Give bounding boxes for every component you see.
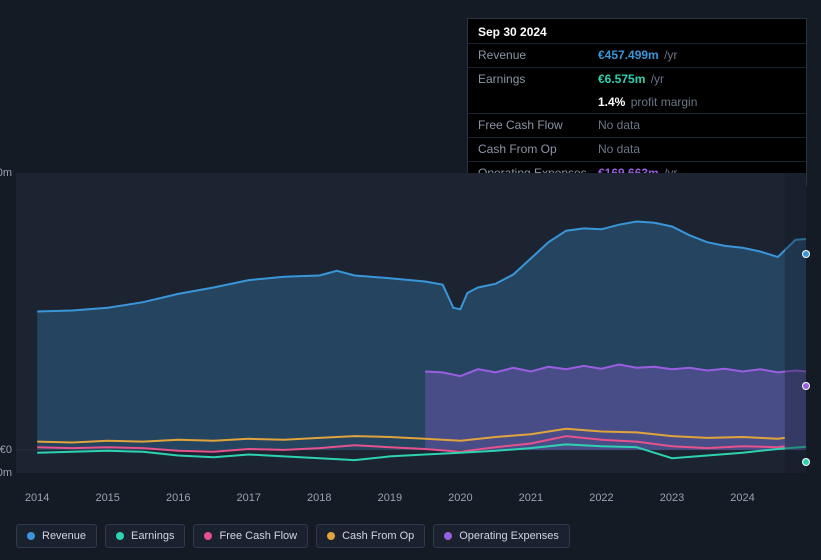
x-tick-label: 2020 xyxy=(448,492,472,504)
tooltip-row: Free Cash FlowNo data xyxy=(468,113,806,137)
plot-area[interactable] xyxy=(16,173,806,473)
x-tick-label: 2018 xyxy=(307,492,331,504)
x-tick-label: 2023 xyxy=(660,492,684,504)
opex-endpoint-marker xyxy=(802,382,810,390)
tooltip-row: Earnings€6.575m /yr xyxy=(468,67,806,91)
tooltip-label: Cash From Op xyxy=(478,141,598,158)
legend-label: Operating Expenses xyxy=(459,530,559,542)
x-tick-label: 2019 xyxy=(378,492,402,504)
x-tick-label: 2017 xyxy=(237,492,261,504)
y-tick-label: €0 xyxy=(0,444,12,456)
y-tick-label: €600m xyxy=(0,167,12,179)
tooltip-label xyxy=(478,94,598,111)
tooltip-date: Sep 30 2024 xyxy=(468,19,806,43)
tooltip-value: No data xyxy=(598,141,796,158)
legend: Revenue Earnings Free Cash Flow Cash From O… xyxy=(16,524,570,548)
legend-opex[interactable]: Operating Expenses xyxy=(433,524,570,548)
legend-fcf[interactable]: Free Cash Flow xyxy=(193,524,308,548)
tooltip-value: €6.575m /yr xyxy=(598,71,796,88)
tooltip-row: Revenue€457.499m /yr xyxy=(468,43,806,67)
legend-dot-icon xyxy=(116,532,124,540)
y-tick-label: -€50m xyxy=(0,467,12,479)
revenue-endpoint-marker xyxy=(802,250,810,258)
x-tick-label: 2021 xyxy=(519,492,543,504)
tooltip-label: Free Cash Flow xyxy=(478,117,598,134)
chart-container: Sep 30 2024 Revenue€457.499m /yrEarnings… xyxy=(0,0,821,560)
legend-label: Revenue xyxy=(42,530,86,542)
tooltip-label: Revenue xyxy=(478,47,598,64)
chart-svg xyxy=(16,173,806,473)
tooltip-value: No data xyxy=(598,117,796,134)
legend-label: Earnings xyxy=(131,530,174,542)
legend-label: Cash From Op xyxy=(342,530,414,542)
forecast-shade xyxy=(785,173,806,473)
legend-dot-icon xyxy=(327,532,335,540)
x-axis: 2014201520162017201820192020202120222023… xyxy=(16,478,806,498)
legend-dot-icon xyxy=(204,532,212,540)
x-tick-label: 2014 xyxy=(25,492,49,504)
legend-cfo[interactable]: Cash From Op xyxy=(316,524,425,548)
legend-earnings[interactable]: Earnings xyxy=(105,524,185,548)
legend-dot-icon xyxy=(27,532,35,540)
chart-zone: 2014 2015 2016 2017 2018 2019 2020 2021 2022 2023… xyxy=(16,158,806,518)
tooltip-value: 1.4% profit margin xyxy=(598,94,796,111)
legend-revenue[interactable]: Revenue xyxy=(16,524,97,548)
tooltip-label: Earnings xyxy=(478,71,598,88)
x-tick-label: 2022 xyxy=(589,492,613,504)
x-tick-label: 2016 xyxy=(166,492,190,504)
tooltip-value: €457.499m /yr xyxy=(598,47,796,64)
earnings-endpoint-marker xyxy=(802,458,810,466)
legend-label: Free Cash Flow xyxy=(219,530,297,542)
x-tick-label: 2024 xyxy=(730,492,754,504)
tooltip-row: 1.4% profit margin xyxy=(468,91,806,114)
x-tick-label: 2015 xyxy=(95,492,119,504)
legend-dot-icon xyxy=(444,532,452,540)
